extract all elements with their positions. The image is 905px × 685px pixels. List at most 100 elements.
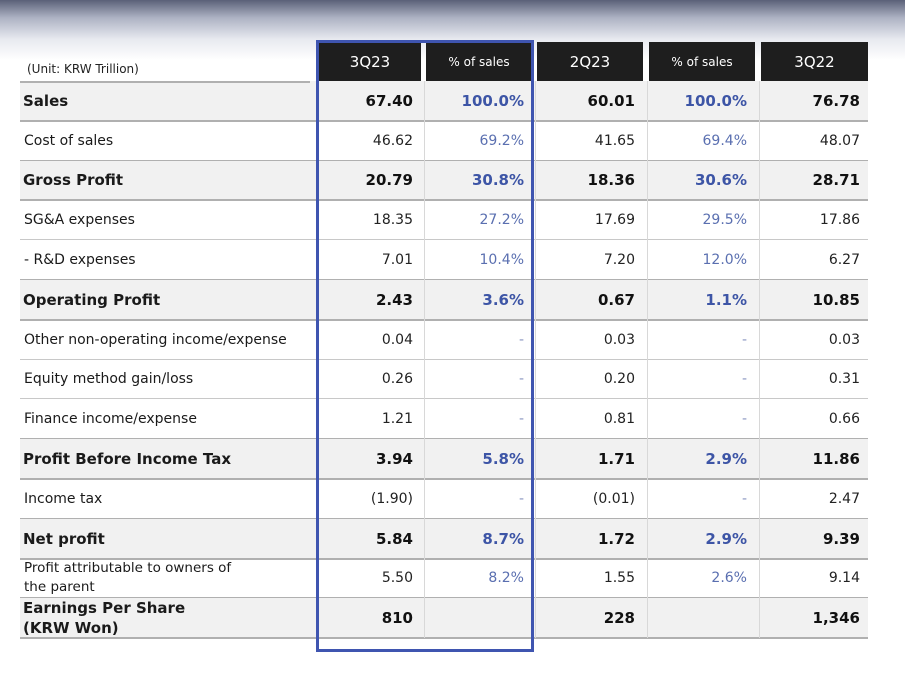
- percent-of-sales-cell: -: [741, 331, 747, 348]
- value-cell: 0.20: [603, 371, 635, 388]
- percent-of-sales-cell: 5.8%: [482, 450, 524, 469]
- percent-of-sales-cell: 69.2%: [479, 132, 524, 149]
- value-cell: 10.85: [812, 290, 860, 309]
- column-header-3: 2Q23: [537, 42, 643, 81]
- value-cell: 18.35: [372, 212, 413, 229]
- value-cell: 67.40: [365, 91, 413, 110]
- percent-of-sales-cell: -: [518, 371, 524, 388]
- percent-of-sales-cell: 69.4%: [702, 132, 747, 149]
- value-cell: 28.71: [812, 171, 860, 190]
- value-cell: 3.94: [375, 450, 413, 469]
- unit-label: (Unit: KRW Trillion): [27, 62, 139, 76]
- percent-of-sales-cell: 30.8%: [471, 171, 524, 190]
- table-row: [20, 518, 868, 559]
- value-cell: 1.71: [597, 450, 635, 469]
- column-divider: [759, 81, 760, 639]
- value-cell: 17.69: [594, 212, 635, 229]
- value-cell: 0.81: [603, 411, 635, 428]
- row-divider: [20, 398, 868, 400]
- percent-of-sales-cell: [649, 598, 747, 638]
- value-cell: 5.50: [381, 570, 413, 587]
- value-cell: 1.72: [597, 529, 635, 548]
- current-quarter-highlight-box: [316, 40, 534, 652]
- value-cell: 7.01: [381, 252, 413, 269]
- percent-of-sales-cell: -: [741, 371, 747, 388]
- value-cell: 0.03: [603, 331, 635, 348]
- value-cell: 0.31: [828, 371, 860, 388]
- column-header-2: % of sales: [426, 42, 532, 81]
- row-divider: [20, 358, 868, 360]
- percent-of-sales-cell: 12.0%: [702, 252, 747, 269]
- row-divider: [20, 637, 868, 640]
- value-cell: 9.39: [822, 529, 860, 548]
- value-cell: 17.86: [819, 212, 860, 229]
- percent-of-sales-cell: 1.1%: [705, 290, 747, 309]
- value-cell: 2.43: [375, 290, 413, 309]
- row-label: - R&D expenses: [24, 252, 136, 269]
- value-cell: 11.86: [812, 450, 860, 469]
- value-cell: 810: [381, 609, 413, 628]
- value-cell: 5.84: [375, 529, 413, 548]
- row-divider: [20, 119, 868, 122]
- table-row: [20, 160, 868, 201]
- value-cell: 7.20: [603, 252, 635, 269]
- percent-of-sales-cell: -: [518, 411, 524, 428]
- value-cell: 18.36: [587, 171, 635, 190]
- row-label: Net profit: [23, 529, 105, 548]
- value-cell: 20.79: [365, 171, 413, 190]
- percent-of-sales-cell: 30.6%: [694, 171, 747, 190]
- percent-of-sales-cell: 8.7%: [482, 529, 524, 548]
- percent-of-sales-cell: 8.2%: [488, 570, 524, 587]
- table-row: [20, 280, 868, 320]
- percent-of-sales-cell: -: [741, 411, 747, 428]
- row-divider: [20, 199, 868, 202]
- row-divider: [20, 557, 868, 560]
- percent-of-sales-cell: 27.2%: [479, 212, 524, 229]
- header-divider: [20, 81, 310, 83]
- value-cell: 2.47: [828, 490, 860, 507]
- table-row: [20, 439, 868, 479]
- percent-of-sales-cell: 3.6%: [482, 290, 524, 309]
- percent-of-sales-cell: 29.5%: [702, 212, 747, 229]
- row-label: Cost of sales: [24, 132, 114, 149]
- value-cell: 0.03: [828, 331, 860, 348]
- percent-of-sales-cell: 10.4%: [479, 252, 524, 269]
- value-cell: 1.55: [603, 570, 635, 587]
- row-label: Earnings Per Share (KRW Won): [23, 599, 186, 638]
- percent-of-sales-cell: 2.9%: [705, 450, 747, 469]
- row-label: Profit attributable to owners of the par…: [24, 560, 232, 596]
- value-cell: 0.26: [381, 371, 413, 388]
- row-label: Other non-operating income/expense: [24, 331, 287, 348]
- value-cell: 46.62: [372, 132, 413, 149]
- value-cell: 0.66: [828, 411, 860, 428]
- value-cell: 0.04: [381, 331, 413, 348]
- value-cell: 0.67: [597, 290, 635, 309]
- value-cell: 1,346: [812, 609, 860, 628]
- value-cell: 6.27: [828, 252, 860, 269]
- column-divider: [535, 81, 536, 639]
- table-row: [20, 598, 868, 639]
- value-cell: (0.01): [592, 490, 635, 507]
- column-header-5: 3Q22: [761, 42, 868, 81]
- value-cell: 76.78: [812, 91, 860, 110]
- percent-of-sales-cell: 100.0%: [461, 91, 524, 110]
- percent-of-sales-cell: -: [518, 331, 524, 348]
- percent-of-sales-cell: -: [518, 490, 524, 507]
- row-divider: [20, 318, 868, 321]
- value-cell: 41.65: [594, 132, 635, 149]
- row-label: Profit Before Income Tax: [23, 450, 232, 469]
- percent-of-sales-cell: -: [741, 490, 747, 507]
- column-divider: [424, 81, 425, 639]
- row-divider: [20, 239, 868, 241]
- column-header-4: % of sales: [649, 42, 755, 81]
- value-cell: 1.21: [381, 411, 413, 428]
- column-divider: [647, 81, 648, 639]
- row-label: Equity method gain/loss: [24, 371, 194, 388]
- column-header-1: 3Q23: [319, 42, 421, 81]
- value-cell: 228: [603, 609, 635, 628]
- row-divider: [20, 478, 868, 480]
- percent-of-sales-cell: 100.0%: [684, 91, 747, 110]
- row-label: Gross Profit: [23, 171, 124, 190]
- percent-of-sales-cell: 2.6%: [711, 570, 747, 587]
- row-label: Sales: [23, 91, 69, 110]
